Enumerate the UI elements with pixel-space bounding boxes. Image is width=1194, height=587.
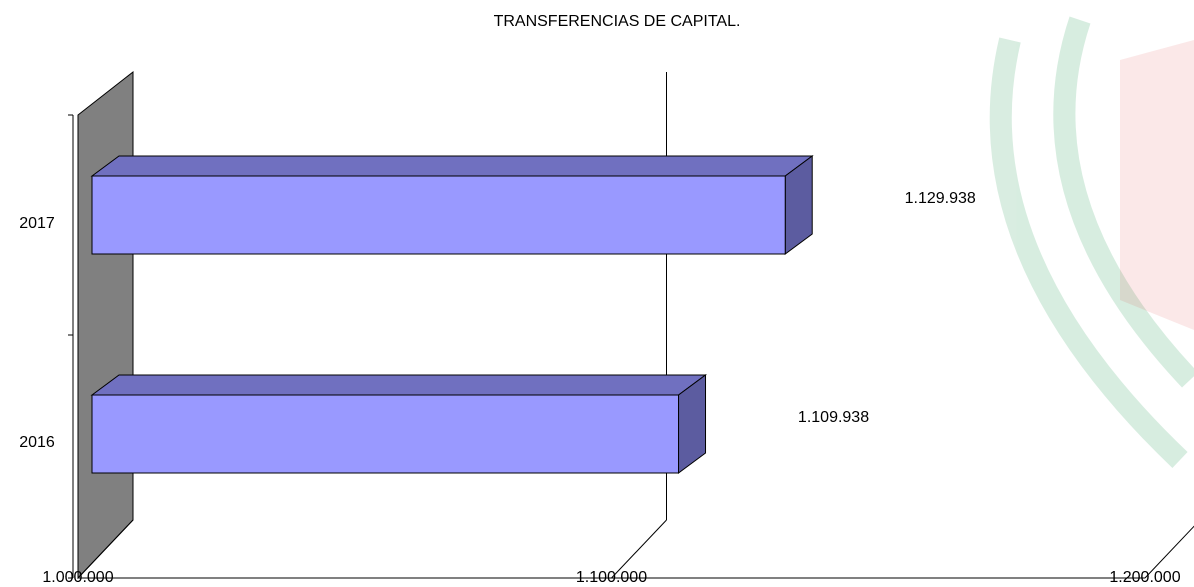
bar-face: [90, 155, 814, 177]
watermark-shield: [1120, 40, 1194, 330]
watermark: [989, 16, 1194, 468]
bar-face: [91, 175, 786, 255]
bar: [90, 374, 708, 474]
y-tick-label: 2016: [19, 434, 55, 451]
bar-face: [91, 394, 680, 474]
floor-line: [611, 519, 667, 579]
bar-face: [90, 374, 708, 396]
value-label: 1.129.938: [905, 190, 976, 207]
y-tick-label: 2017: [19, 215, 55, 232]
bar: [90, 155, 814, 255]
floor-line: [77, 519, 134, 579]
back-wall: [77, 70, 134, 580]
value-label: 1.109.938: [798, 409, 869, 426]
floor-line: [1144, 525, 1194, 579]
chart-title: TRANSFERENCIAS DE CAPITAL.: [494, 13, 741, 30]
